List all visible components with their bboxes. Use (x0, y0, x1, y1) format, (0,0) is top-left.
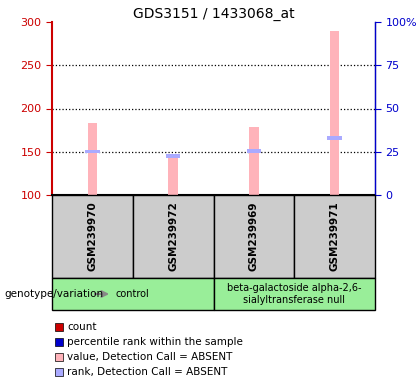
Text: GSM239970: GSM239970 (87, 202, 97, 271)
Text: genotype/variation: genotype/variation (4, 289, 103, 299)
Title: GDS3151 / 1433068_at: GDS3151 / 1433068_at (133, 7, 294, 21)
Bar (55, 323, 63, 331)
Text: GSM239971: GSM239971 (330, 202, 340, 271)
Text: control: control (116, 289, 150, 299)
Text: GSM239969: GSM239969 (249, 202, 259, 271)
Text: percentile rank within the sample: percentile rank within the sample (67, 337, 243, 347)
Bar (166, 154, 181, 158)
Text: count: count (67, 322, 97, 332)
Bar (294, 195, 375, 278)
Text: beta-galactoside alpha-2,6-
sialyltransferase null: beta-galactoside alpha-2,6- sialyltransf… (227, 283, 362, 305)
Bar (55, 368, 63, 376)
Bar (249, 127, 259, 195)
Bar (168, 156, 178, 195)
Bar (213, 195, 294, 278)
Text: GSM239972: GSM239972 (168, 202, 178, 271)
Bar (213, 278, 375, 310)
Bar (55, 338, 63, 346)
Text: value, Detection Call = ABSENT: value, Detection Call = ABSENT (67, 352, 232, 362)
Bar (330, 31, 339, 195)
Bar (52, 195, 133, 278)
Text: rank, Detection Call = ABSENT: rank, Detection Call = ABSENT (67, 367, 227, 377)
Bar (85, 150, 100, 154)
Bar (327, 136, 342, 140)
Bar (133, 195, 213, 278)
Bar (87, 123, 97, 195)
Bar (52, 278, 213, 310)
Bar (247, 149, 261, 152)
Bar (55, 353, 63, 361)
